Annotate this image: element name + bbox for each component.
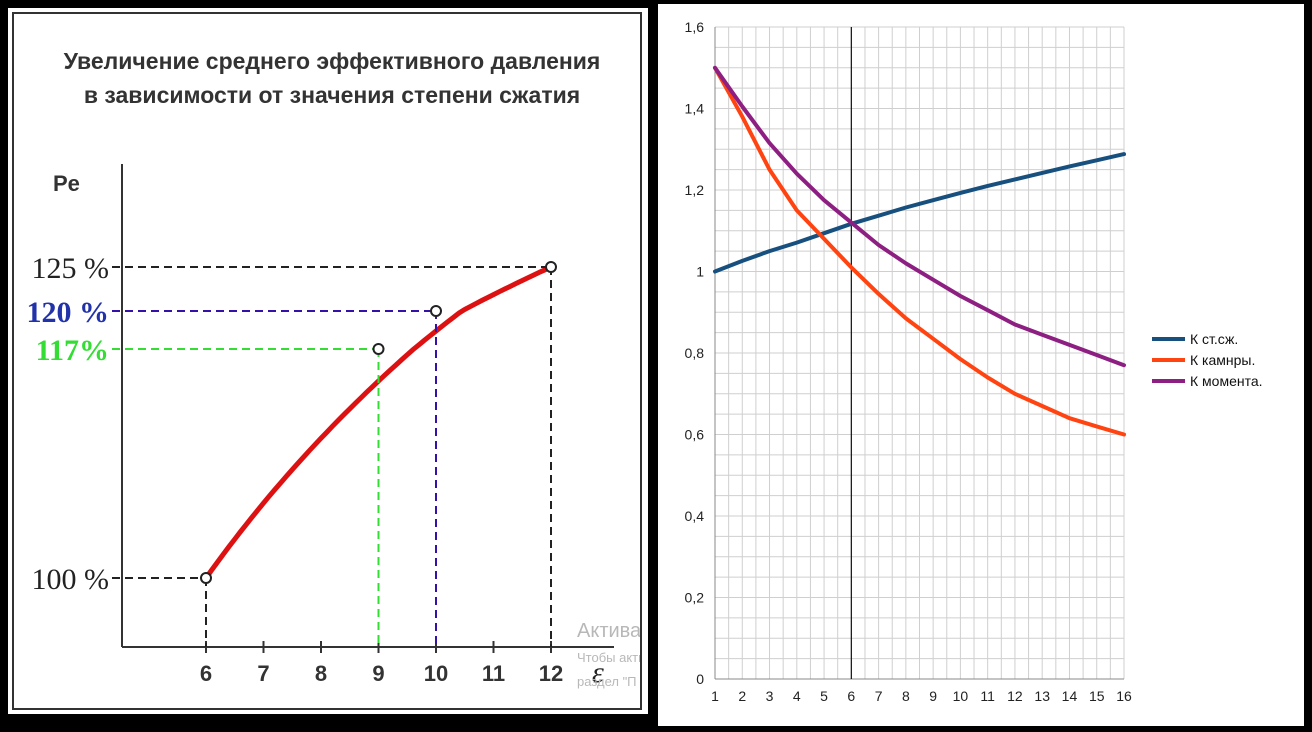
x-tick-label: 5 bbox=[820, 688, 828, 704]
chart-subtitle: в зависимости от значения степени сжатия bbox=[84, 82, 580, 108]
left-chart-panel: Увеличение среднего эффективного давлени… bbox=[8, 8, 648, 714]
series-line bbox=[713, 65, 1126, 437]
y-tick-label: 0 bbox=[696, 671, 704, 687]
data-point-marker bbox=[372, 343, 385, 355]
y-value-label: 117% bbox=[36, 334, 109, 367]
watermark-line-2: Чтобы акти bbox=[577, 650, 640, 665]
x-tick-label: 1 bbox=[711, 688, 719, 704]
y-value-label: 125 % bbox=[32, 252, 110, 285]
x-tick-label: 14 bbox=[1062, 688, 1078, 704]
x-tick-label: 12 bbox=[539, 661, 563, 686]
x-tick-label: 16 bbox=[1116, 688, 1132, 704]
x-tick-label: 13 bbox=[1034, 688, 1050, 704]
coefficients-chart: 00,20,40,60,811,21,41,61 2 3 4 5 6 7 8 9 10 11 12 13… bbox=[685, 19, 1263, 704]
legend-label: К камнры. bbox=[1190, 352, 1255, 368]
x-tick-label: 2 bbox=[738, 688, 746, 704]
legend-label: К ст.сж. bbox=[1190, 331, 1238, 347]
y-value-label: 100 % bbox=[32, 563, 110, 596]
x-tick-label: 7 bbox=[257, 661, 269, 686]
left-chart-frame: Увеличение среднего эффективного давлени… bbox=[12, 12, 642, 710]
y-tick-label: 0,2 bbox=[685, 590, 705, 606]
right-plot-area: 00,20,40,60,811,21,41,61 2 3 4 5 6 7 8 9 10 11 12 13… bbox=[685, 19, 1132, 704]
watermark: Актива Чтобы акти раздел "П bbox=[577, 620, 640, 689]
right-chart-panel: 0 0,2 0,4 0,6 0,8 1 1,2 1,4 1,6 1 2 3 4 5 6 7 8 9 10 11 12 13… bbox=[658, 4, 1304, 726]
watermark-line-3: раздел "П bbox=[577, 674, 637, 689]
y-tick-label: 1,2 bbox=[685, 182, 705, 198]
series-line bbox=[713, 65, 1126, 368]
legend-label: К момента. bbox=[1190, 373, 1263, 389]
y-tick-label: 0,4 bbox=[685, 508, 705, 524]
chart-title: Увеличение среднего эффективного давлени… bbox=[64, 48, 601, 74]
y-tick-label: 0,6 bbox=[685, 427, 705, 443]
x-tick-label: 12 bbox=[1007, 688, 1023, 704]
x-axis-label: ε bbox=[592, 656, 604, 689]
x-tick-label: 9 bbox=[929, 688, 937, 704]
y-tick-label: 0,8 bbox=[685, 345, 705, 361]
x-tick-label: 11 bbox=[980, 688, 995, 704]
data-point-marker bbox=[430, 305, 442, 317]
legend: К ст.сж. К камнры. К момента. bbox=[1152, 331, 1263, 389]
x-tick-label: 4 bbox=[793, 688, 801, 704]
y-axis-label: Pe bbox=[53, 171, 80, 196]
y-tick-label: 1 bbox=[696, 264, 704, 280]
x-tick-label: 6 bbox=[200, 661, 212, 686]
y-value-label: 120 % bbox=[27, 296, 110, 329]
x-tick-label: 9 bbox=[372, 661, 384, 686]
series-line bbox=[713, 152, 1126, 274]
x-tick-label: 7 bbox=[875, 688, 883, 704]
x-tick-label: 8 bbox=[902, 688, 910, 704]
x-tick-label: 3 bbox=[766, 688, 774, 704]
data-point-marker bbox=[545, 261, 557, 273]
x-tick-label: 10 bbox=[953, 688, 969, 704]
y-tick-label: 1,6 bbox=[685, 19, 705, 35]
left-plot-area: 6 7 8 9 10 11 12 100 % 117% 120 % 125 % bbox=[27, 164, 614, 686]
x-tick-label: 15 bbox=[1089, 688, 1105, 704]
x-tick-label: 8 bbox=[315, 661, 327, 686]
watermark-line-1: Актива bbox=[577, 620, 640, 642]
x-tick-label: 10 bbox=[424, 661, 448, 686]
x-tick-label: 6 bbox=[847, 688, 855, 704]
data-point-marker bbox=[200, 572, 212, 584]
y-tick-label: 1,4 bbox=[685, 101, 705, 117]
pressure-chart: Увеличение среднего эффективного давлени… bbox=[27, 48, 641, 689]
x-tick-label: 11 bbox=[482, 661, 505, 686]
